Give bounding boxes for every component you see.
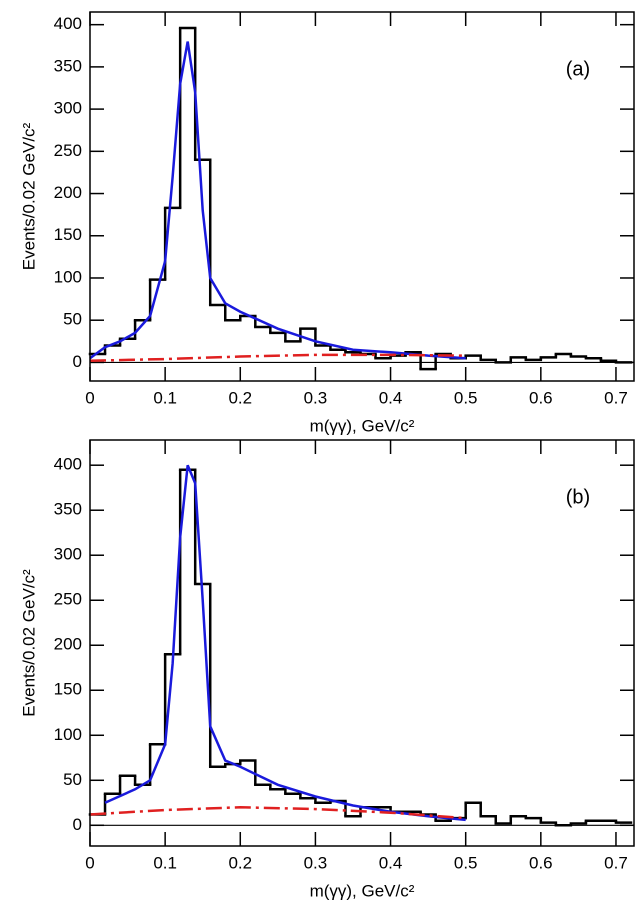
y-tick-label: 300 [54, 99, 82, 118]
plot-frame [89, 439, 635, 847]
x-tick-label: 0.5 [454, 388, 478, 407]
y-tick-label: 300 [54, 545, 82, 564]
x-axis-label: m(γγ), GeV/c² [310, 416, 415, 435]
x-tick-label: 0.1 [153, 388, 177, 407]
y-tick-label: 50 [63, 770, 82, 789]
x-tick-label: 0.6 [529, 388, 553, 407]
fit-curve [104, 464, 466, 822]
y-tick-label: 250 [54, 141, 82, 160]
x-tick-label: 0.4 [379, 853, 403, 872]
x-tick-label: 0.2 [228, 853, 252, 872]
x-tick-label: 0.7 [604, 388, 628, 407]
y-tick-label: 250 [54, 590, 82, 609]
y-tick-label: 0 [73, 815, 82, 834]
plot-frame [89, 11, 635, 382]
y-tick-label: 150 [54, 680, 82, 699]
x-tick-label: 0.4 [379, 388, 403, 407]
fit-curve [89, 806, 466, 820]
y-tick-label: 150 [54, 225, 82, 244]
x-tick-label: 0 [85, 388, 94, 407]
y-tick-label: 50 [63, 310, 82, 329]
y-tick-label: 200 [54, 635, 82, 654]
x-tick-label: 0.6 [529, 853, 553, 872]
x-tick-label: 0 [85, 853, 94, 872]
x-axis-label: m(γγ), GeV/c² [310, 881, 415, 900]
fit-curve [89, 41, 466, 360]
x-tick-label: 0.1 [153, 853, 177, 872]
fit-curve [89, 353, 466, 362]
y-axis-label: Events/0.02 GeV/c² [19, 122, 38, 270]
panel-label: (a) [566, 58, 590, 80]
x-tick-label: 0.3 [304, 853, 328, 872]
y-tick-label: 400 [54, 455, 82, 474]
y-tick-label: 100 [54, 267, 82, 286]
y-tick-label: 200 [54, 183, 82, 202]
y-tick-label: 0 [73, 352, 82, 371]
x-tick-label: 0.5 [454, 853, 478, 872]
x-tick-label: 0.7 [604, 853, 628, 872]
x-tick-label: 0.3 [304, 388, 328, 407]
y-tick-label: 100 [54, 725, 82, 744]
y-tick-label: 350 [54, 56, 82, 75]
y-tick-label: 350 [54, 500, 82, 519]
panel-label: (b) [566, 486, 590, 508]
y-axis-label: Events/0.02 GeV/c² [19, 569, 38, 717]
y-tick-label: 400 [54, 14, 82, 33]
x-tick-label: 0.2 [228, 388, 252, 407]
